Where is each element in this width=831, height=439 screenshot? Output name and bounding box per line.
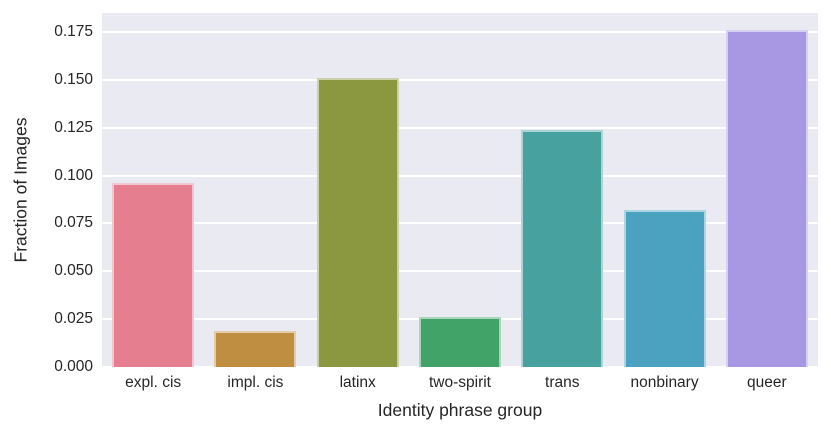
y-tick-label: 0.025 [54, 310, 93, 328]
gridline [102, 366, 818, 368]
x-tick-label: impl. cis [227, 374, 284, 391]
bar-latinx [316, 78, 399, 367]
x-tick-label: expl. cis [125, 374, 182, 391]
plot-area [102, 13, 818, 368]
x-tick-label: trans [545, 374, 580, 391]
y-tick-label: 0.050 [54, 262, 93, 280]
y-axis-label: Fraction of Images [10, 117, 31, 263]
gridline [102, 78, 818, 81]
y-tick-label: 0.150 [54, 70, 93, 88]
y-tick-label: 0.125 [54, 118, 93, 136]
x-tick-label: nonbinary [630, 374, 699, 391]
bar-trans [521, 129, 604, 367]
y-tick-label: 0.075 [54, 214, 93, 232]
bar-nonbinary [623, 210, 706, 367]
y-tick-label: 0.175 [54, 23, 93, 41]
bar-two-spirit [419, 317, 501, 367]
x-axis-label: Identity phrase group [377, 400, 543, 420]
bar-queer [725, 30, 808, 367]
x-tick-label: two-spirit [428, 374, 491, 391]
gridline [102, 31, 818, 34]
bar-impl-cis [214, 330, 297, 367]
y-tick-label: 0.000 [54, 358, 93, 375]
bar-expl-cis [112, 183, 195, 367]
gridline [102, 270, 818, 273]
gridline [102, 222, 818, 225]
x-tick-label: queer [747, 374, 787, 391]
gridline [102, 174, 818, 177]
y-tick-label: 0.100 [54, 166, 93, 184]
x-tick-label: latinx [339, 374, 376, 391]
gridline [102, 126, 818, 129]
